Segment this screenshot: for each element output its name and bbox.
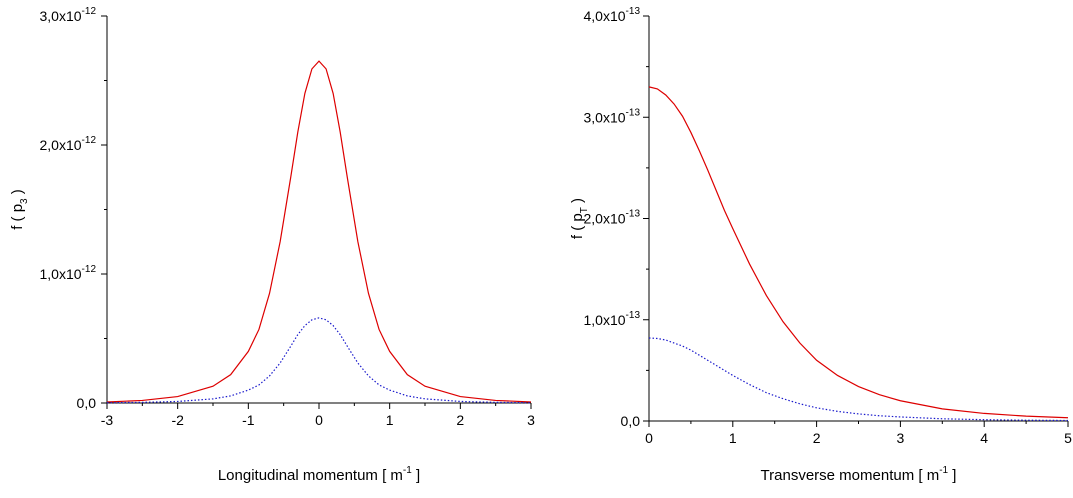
x-tick-label: 5 [1064, 430, 1072, 446]
x-axis-title: Longitudinal momentum [ m-1 ] [218, 465, 420, 484]
y-tick-label: 2,0x10-13 [584, 209, 641, 227]
x-tick-label: 3 [897, 430, 905, 446]
x-tick-label: 4 [980, 430, 988, 446]
y-axis-title: f ( p3 ) [9, 189, 30, 230]
x-tick-label: 1 [386, 412, 394, 428]
x-tick-label: 2 [456, 412, 464, 428]
y-tick-label: 3,0x10-13 [584, 107, 641, 125]
x-axis-title: Transverse momentum [ m-1 ] [761, 465, 957, 484]
series-line-2 [648, 337, 1069, 422]
x-tick-label: 0 [645, 430, 653, 446]
y-tick-label: 4,0x10-13 [584, 6, 641, 24]
x-tick-label: -1 [242, 412, 255, 428]
chart-panel-2: 0 1 2 3 4 5 0,0 1,0x10-13 2,0x10-13 3,0x10-13 4,0x… [569, 6, 1072, 484]
y-tick-label: 2,0x10-12 [40, 135, 97, 153]
chart-panel-1: -3 -2 -1 0 1 2 3 0,0 1,0x10-12 2,0x10-12 3,0x10-12… [9, 6, 535, 484]
x-tick-label: 0 [315, 412, 323, 428]
series-line-1 [106, 60, 532, 403]
series-line-1 [648, 86, 1069, 419]
x-tick-label: 3 [527, 412, 535, 428]
y-tick-label: 0,0 [77, 395, 97, 411]
y-tick-label: 1,0x10-13 [584, 310, 641, 328]
y-tick-label: 0,0 [621, 413, 641, 429]
x-tick-label: 2 [813, 430, 821, 446]
series-line-2 [106, 317, 532, 404]
x-tick-label: -3 [101, 412, 114, 428]
y-tick-label: 1,0x10-12 [40, 264, 97, 282]
y-axis-title: f ( pT ) [569, 198, 590, 239]
x-tick-label: -2 [171, 412, 184, 428]
y-tick-label: 3,0x10-12 [40, 6, 97, 24]
x-tick-label: 1 [729, 430, 737, 446]
